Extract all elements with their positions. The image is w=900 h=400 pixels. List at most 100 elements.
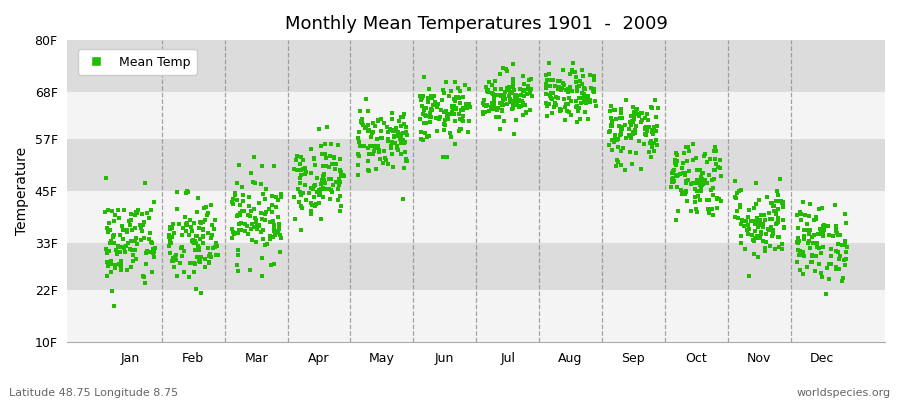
Point <box>741 222 755 229</box>
Point <box>242 194 256 200</box>
Point <box>255 216 269 222</box>
Point <box>704 187 718 193</box>
Point <box>671 208 686 214</box>
Point <box>296 157 310 164</box>
Point <box>413 93 428 99</box>
Point <box>397 140 411 146</box>
Point <box>478 103 492 109</box>
Point <box>448 105 463 112</box>
Point <box>263 219 277 226</box>
Point <box>587 74 601 80</box>
Point <box>230 230 245 236</box>
Point <box>133 225 148 232</box>
Point <box>169 252 184 259</box>
Point <box>749 218 763 224</box>
Point <box>823 276 837 282</box>
Point <box>367 144 382 151</box>
Point <box>351 162 365 168</box>
Point <box>428 99 443 105</box>
Point <box>136 222 150 229</box>
Point <box>710 195 724 202</box>
Point <box>196 226 211 232</box>
Point <box>829 248 843 255</box>
Point <box>354 119 368 125</box>
Point <box>832 266 846 273</box>
Point <box>312 192 327 198</box>
Point <box>120 267 134 274</box>
Point <box>605 136 619 143</box>
Point <box>270 197 284 203</box>
Point <box>168 257 183 263</box>
Point <box>559 100 573 107</box>
Point <box>771 234 786 240</box>
Point <box>163 226 177 232</box>
Point <box>137 219 151 226</box>
Point <box>462 101 476 107</box>
Point <box>678 172 692 178</box>
Point <box>254 228 268 235</box>
Point <box>245 237 259 243</box>
Point <box>208 217 222 224</box>
Point <box>793 249 807 256</box>
Point <box>770 233 785 240</box>
Point <box>124 263 139 270</box>
Point <box>614 106 628 112</box>
Point <box>165 225 179 231</box>
Point <box>446 106 460 112</box>
Point <box>750 214 764 221</box>
Point <box>752 233 766 240</box>
Point <box>140 248 154 255</box>
Point <box>754 212 769 218</box>
Point <box>446 104 460 110</box>
Point <box>436 153 450 160</box>
Point <box>708 156 723 163</box>
Point <box>445 109 459 116</box>
Point <box>497 92 511 99</box>
Point <box>627 116 642 122</box>
Point <box>327 182 341 189</box>
Point <box>179 220 194 227</box>
Point <box>670 152 684 159</box>
Point <box>116 236 130 242</box>
Point <box>99 175 113 181</box>
Point <box>776 201 790 207</box>
Point <box>362 127 376 133</box>
Point <box>260 240 274 247</box>
Point <box>312 125 327 132</box>
Point <box>365 150 380 157</box>
Point <box>838 211 852 217</box>
Point <box>755 221 770 228</box>
Point <box>734 187 749 194</box>
Point <box>100 225 114 232</box>
Point <box>605 147 619 153</box>
Point <box>128 224 142 231</box>
Point <box>266 228 281 234</box>
Point <box>770 220 784 226</box>
Point <box>146 250 160 256</box>
Point <box>562 109 577 115</box>
Point <box>327 161 341 168</box>
Point <box>454 107 468 114</box>
Point <box>565 69 580 76</box>
Point <box>250 224 265 230</box>
Point <box>113 258 128 264</box>
Point <box>790 212 805 219</box>
Point <box>184 224 199 230</box>
Point <box>770 188 784 194</box>
Point <box>815 243 830 250</box>
Point <box>813 231 827 237</box>
Point <box>266 201 280 208</box>
Point <box>560 107 574 114</box>
Point <box>200 212 214 219</box>
Point <box>647 140 662 147</box>
Point <box>679 144 693 150</box>
Point <box>444 88 458 94</box>
Point <box>337 172 351 178</box>
Point <box>119 243 133 249</box>
Point <box>418 112 432 118</box>
Point <box>421 99 436 106</box>
Point <box>247 206 261 212</box>
Point <box>99 246 113 252</box>
Point <box>497 118 511 124</box>
Point <box>666 166 680 173</box>
